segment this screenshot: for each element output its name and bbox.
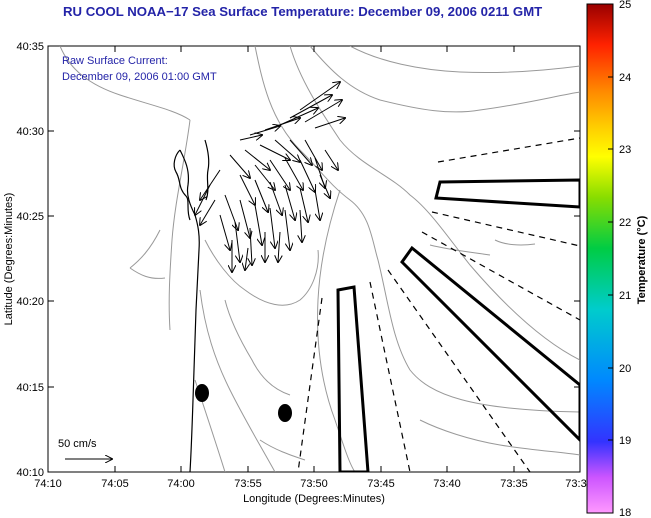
colorbar-tick-labels: 25 24 23 22 21 20 19 18	[619, 0, 631, 518]
colorbar-tick-label: 24	[619, 72, 631, 84]
y-tick-labels: 40:35 40:30 40:25 40:20 40:15 40:10	[16, 41, 44, 479]
x-tick-label: 74:05	[101, 478, 129, 490]
x-tick-label: 73:55	[234, 478, 262, 490]
colorbar-ticks	[608, 76, 613, 441]
colorbar-label: Temperature (°C)	[636, 215, 648, 304]
y-axis-label: Latitude (Degrees:Minutes)	[3, 193, 15, 326]
colorbar-tick-label: 20	[619, 363, 631, 375]
y-tick-label: 40:20	[16, 296, 44, 308]
x-axis-label: Longitude (Degrees:Minutes)	[243, 493, 385, 505]
colorbar-tick-label: 25	[619, 0, 631, 11]
bathymetry-contours	[59, 46, 580, 472]
transect-boxes	[336, 178, 580, 472]
colorbar-tick-label: 22	[619, 217, 631, 229]
x-tick-label: 73:35	[500, 478, 528, 490]
y-tick-label: 40:35	[16, 41, 44, 53]
radial-dashed-lines	[297, 137, 580, 472]
colorbar-tick-label: 19	[619, 435, 631, 447]
colorbar-tick-label: 18	[619, 507, 631, 518]
y-tick-label: 40:15	[16, 382, 44, 394]
colorbar-tick-label: 21	[619, 290, 631, 302]
x-tick-label: 73:45	[367, 478, 395, 490]
x-axis	[47, 46, 515, 472]
buoy-marker	[278, 404, 292, 422]
annotation-line1: Raw Surface Current:	[62, 55, 168, 67]
x-tick-label: 74:10	[34, 478, 62, 490]
x-tick-label: 74:00	[167, 478, 195, 490]
colorbar	[586, 3, 614, 514]
x-tick-label: 73:50	[300, 478, 328, 490]
x-tick-labels: 74:10 74:05 74:00 73:55 73:50 73:45 73:4…	[34, 478, 586, 490]
y-tick-label: 40:30	[16, 126, 44, 138]
y-tick-label: 40:10	[16, 467, 44, 479]
coastline	[173, 139, 210, 472]
plot-area	[47, 45, 581, 473]
scale-label: 50 cm/s	[58, 438, 97, 450]
y-tick-label: 40:25	[16, 211, 44, 223]
x-tick-label: 73:40	[433, 478, 461, 490]
y-axis	[48, 130, 580, 388]
map-title: RU COOL NOAA−17 Sea Surface Temperature:…	[63, 4, 543, 19]
buoy-marker	[195, 384, 209, 402]
colorbar-tick-label: 23	[619, 144, 631, 156]
annotation-line2: December 09, 2006 01:00 GMT	[62, 71, 217, 83]
surface-current-vectors	[195, 82, 345, 272]
x-tick-label: 73:3	[565, 478, 586, 490]
